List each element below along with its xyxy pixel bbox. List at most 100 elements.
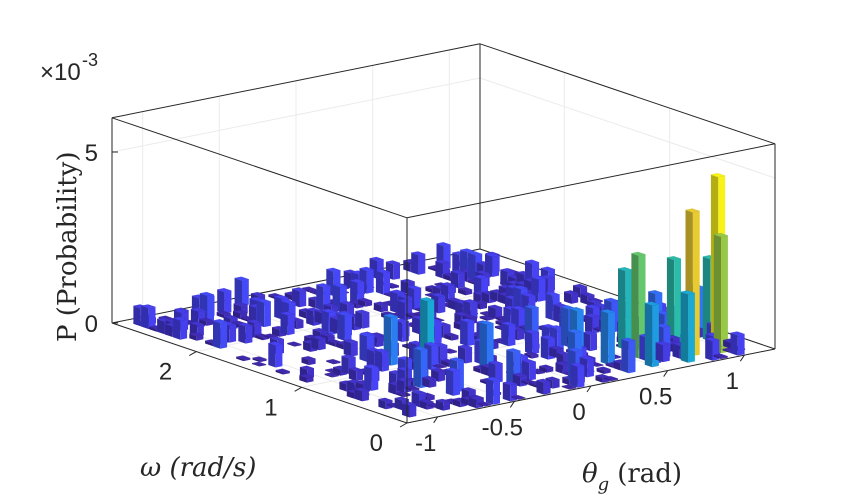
bar-face-front (245, 325, 253, 344)
bar-face-front (529, 361, 536, 381)
bar (554, 361, 571, 374)
bar (445, 367, 461, 396)
bar-face-top (190, 307, 206, 312)
bar-face-top (216, 288, 232, 293)
bar-face-front (450, 351, 457, 354)
bar-face-front (538, 278, 546, 302)
bar-face-side (336, 342, 344, 350)
box-edge-back (479, 43, 776, 145)
bar-face-top (510, 395, 526, 400)
bar (354, 387, 370, 402)
bar-face-top (343, 338, 359, 344)
bar-face-top (479, 315, 495, 320)
bar-face-top (406, 285, 422, 290)
y-tick (294, 386, 302, 392)
bar-face-front (440, 345, 448, 365)
bar-face-side (450, 271, 459, 289)
bar-face-top (158, 315, 174, 320)
x-tick-label: 1 (726, 368, 739, 395)
bar-face-front (569, 387, 576, 390)
bar-face-front (402, 321, 409, 342)
bar-face-side (325, 369, 333, 374)
bar-face-top (535, 378, 552, 383)
bar-face-top (375, 269, 391, 274)
bar-face-side (355, 311, 363, 329)
bar-face-top (310, 335, 327, 340)
bar-face-side (536, 380, 544, 395)
bar-face-top (401, 401, 417, 406)
bar (286, 341, 302, 347)
bar-face-top (256, 298, 272, 304)
bar-face-front (674, 258, 681, 346)
bar-face-front (484, 404, 492, 407)
bar-face-front (243, 358, 251, 362)
bar-face-top (212, 319, 228, 324)
bar-face-top (484, 252, 500, 258)
bar-face-front (318, 338, 326, 351)
bar-face-top (188, 332, 204, 337)
bar-face-top (263, 333, 279, 338)
bar-face-top (476, 401, 493, 406)
bar-face-top (363, 364, 379, 369)
bar (538, 364, 554, 373)
bar-face-side (460, 319, 468, 346)
bar-face-side (173, 318, 181, 340)
bar-face-top (397, 294, 413, 299)
bar-face-top (548, 345, 564, 350)
bar-face-side (570, 364, 578, 388)
bar-face-top (323, 303, 339, 308)
bar-face-top (596, 366, 612, 371)
bar-face-top (410, 251, 426, 256)
bar-face-side (157, 319, 165, 335)
box-edge-front (111, 322, 408, 424)
bar-face-side (539, 366, 547, 373)
front-box-edges (111, 117, 776, 424)
bar-face-side (149, 326, 157, 332)
bar-face-top (411, 389, 427, 395)
bar-face-front (206, 320, 214, 326)
x-axis-label: θg (rad) (582, 459, 682, 495)
bar-face-top (453, 311, 470, 317)
bar (357, 298, 373, 307)
bar-face-side (354, 389, 363, 402)
bar-face-top (585, 304, 601, 309)
bar-face-front (480, 303, 487, 310)
bar-face-side (605, 363, 613, 368)
bar-face-top (267, 341, 283, 346)
bar-face-front (264, 301, 271, 328)
bar-peak (617, 267, 633, 350)
bar-face-front (180, 319, 188, 340)
bar (188, 332, 204, 341)
bar-face-side (553, 304, 561, 323)
bar-face-top (435, 242, 452, 247)
bar-face-top (644, 301, 660, 306)
bar (535, 378, 552, 395)
bar (395, 391, 411, 398)
y-tick-label: 0 (370, 430, 383, 457)
bar-face-top (473, 274, 489, 279)
bar-face-front (229, 324, 237, 343)
bar-face-side (618, 268, 626, 350)
bar-face-front (224, 290, 232, 314)
bar-face-top (582, 330, 598, 335)
bar-face-side (205, 340, 213, 346)
bar-face-top (468, 396, 484, 401)
bar-face-front (362, 390, 369, 402)
bar (212, 319, 228, 349)
bar-face-side (386, 404, 395, 408)
bar-face-top (291, 287, 307, 292)
bar-face-top (603, 297, 619, 303)
bar-face-top (319, 332, 336, 337)
bar-face-top (474, 270, 491, 275)
bar-face-top (233, 302, 249, 307)
bar-face-side (672, 343, 680, 359)
bar-face-top (280, 299, 297, 304)
bar-face-side (713, 355, 721, 359)
bar (430, 292, 446, 314)
bar-face-side (263, 335, 271, 339)
box-edge-front (111, 117, 408, 219)
bar-face-top (499, 268, 515, 273)
bar-face-side (303, 341, 311, 352)
bar-face-side (595, 375, 603, 383)
bar-face-top (396, 366, 413, 372)
